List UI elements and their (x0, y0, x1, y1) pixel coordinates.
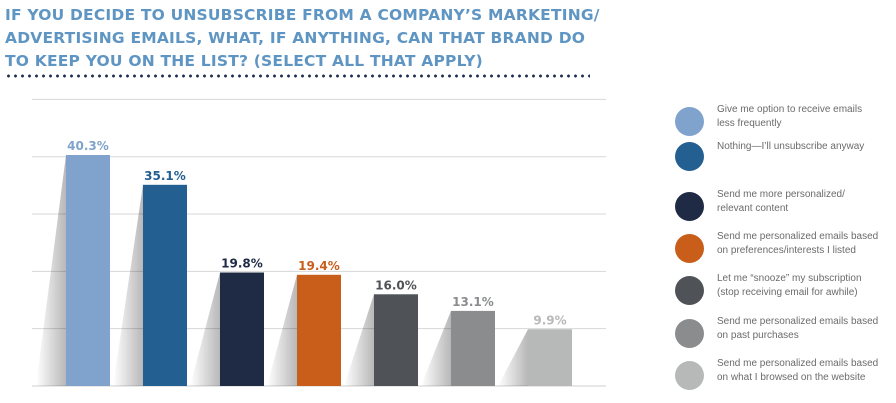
legend-item: Give me option to receive emails less fre… (672, 103, 892, 137)
bar-value-label: 9.9% (533, 313, 566, 327)
legend-label-line: Give me option to receive emails (717, 104, 863, 115)
legend-swatch-icon (675, 191, 704, 221)
legend-item: Send me more personalized/relevant conte… (672, 188, 892, 222)
bar-value-label: 16.0% (375, 278, 417, 292)
legend-swatch-icon (675, 142, 704, 172)
legend-label: Send me personalized emails based on past… (717, 315, 895, 343)
legend-swatch-icon (675, 318, 704, 348)
dotted-divider (5, 74, 590, 78)
legend-label-line: relevant content (717, 202, 789, 214)
legend-item: Let me “snooze” my subscription (stop rec… (672, 272, 892, 306)
bar-value-label: 19.4% (298, 259, 340, 273)
legend-label-line: Nothing—I’ll unsubscribe anyway (717, 141, 865, 153)
legend-item: Nothing—I’ll unsubscribe anyway (672, 141, 892, 179)
legend-label: Nothing—I’ll unsubscribe anyway (717, 140, 895, 154)
bar-value-label: 19.8% (221, 257, 263, 271)
bar (528, 329, 572, 386)
bar (451, 310, 495, 386)
bar-shadow (267, 274, 297, 386)
bar-value-label: 35.1% (144, 169, 186, 183)
legend-label-line: Send me personalized emails based (717, 357, 879, 369)
legend-label: Give me option to receive emails less fre… (717, 103, 895, 131)
bar-value-label: 13.1% (452, 295, 494, 309)
bar-shadow (421, 310, 451, 386)
legend-swatch-icon (675, 360, 704, 390)
legend-label-line: on what I browsed on the website (717, 371, 866, 383)
bar (66, 155, 110, 386)
bar-shadow (36, 155, 66, 386)
bar-shadow (344, 294, 374, 386)
bar (297, 274, 341, 386)
legend-label-line: Send me personalized emails based (717, 230, 879, 242)
legend-item: Send me personalized emails based on what… (672, 357, 892, 391)
legend-swatch-icon (675, 233, 704, 263)
legend-item: Send me personalized emails based on past… (672, 315, 892, 349)
legend-label-line: Send me personalized emails based (717, 315, 879, 327)
bar-value-label: 40.3% (67, 139, 109, 153)
legend-label-line: Let me “snooze” my subscription (717, 273, 862, 285)
legend-label: Send me personalized emails based on what… (717, 357, 895, 385)
legend-label-line: on past purchases (717, 329, 799, 341)
legend-label: Let me “snooze” my subscription (stop rec… (717, 272, 895, 300)
bar-shadow (113, 184, 143, 386)
legend-swatch-icon (675, 276, 704, 306)
legend-label-line: less frequently (717, 118, 782, 129)
legend-label-line: (stop receiving email for awhile) (717, 287, 858, 299)
legend-label: Send me more personalized/relevant conte… (717, 188, 895, 216)
bar (374, 294, 418, 386)
bar-shadow (190, 272, 220, 386)
legend-label-line: Send me more personalized/ (717, 188, 845, 200)
legend-label-line: on preferences/interests I listed (717, 244, 856, 256)
legend-label: Send me personalized emails based on pref… (717, 230, 895, 258)
chart-title: IF YOU DECIDE TO UNSUBSCRIBE FROM A COMP… (5, 6, 600, 70)
legend-item: Send me personalized emails based on pref… (672, 230, 892, 264)
legend-swatch-icon (675, 107, 704, 136)
bar (143, 184, 187, 386)
bar-shadow (498, 329, 528, 386)
bar-chart: 40.3% 35.1% 19.8% 19.4% 16.0% 13.1% 9.9% (32, 98, 606, 387)
bar (220, 272, 264, 386)
